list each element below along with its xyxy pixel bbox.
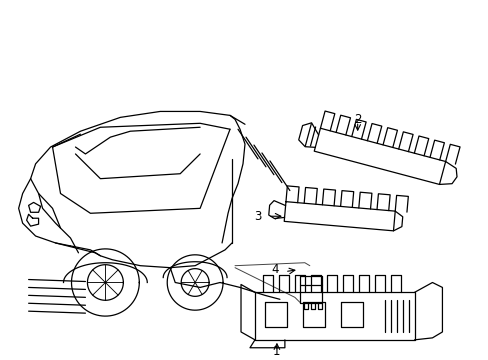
Text: 1: 1 <box>273 345 280 358</box>
Text: 3: 3 <box>254 210 261 223</box>
Text: 4: 4 <box>271 263 278 276</box>
Text: 2: 2 <box>353 113 361 126</box>
